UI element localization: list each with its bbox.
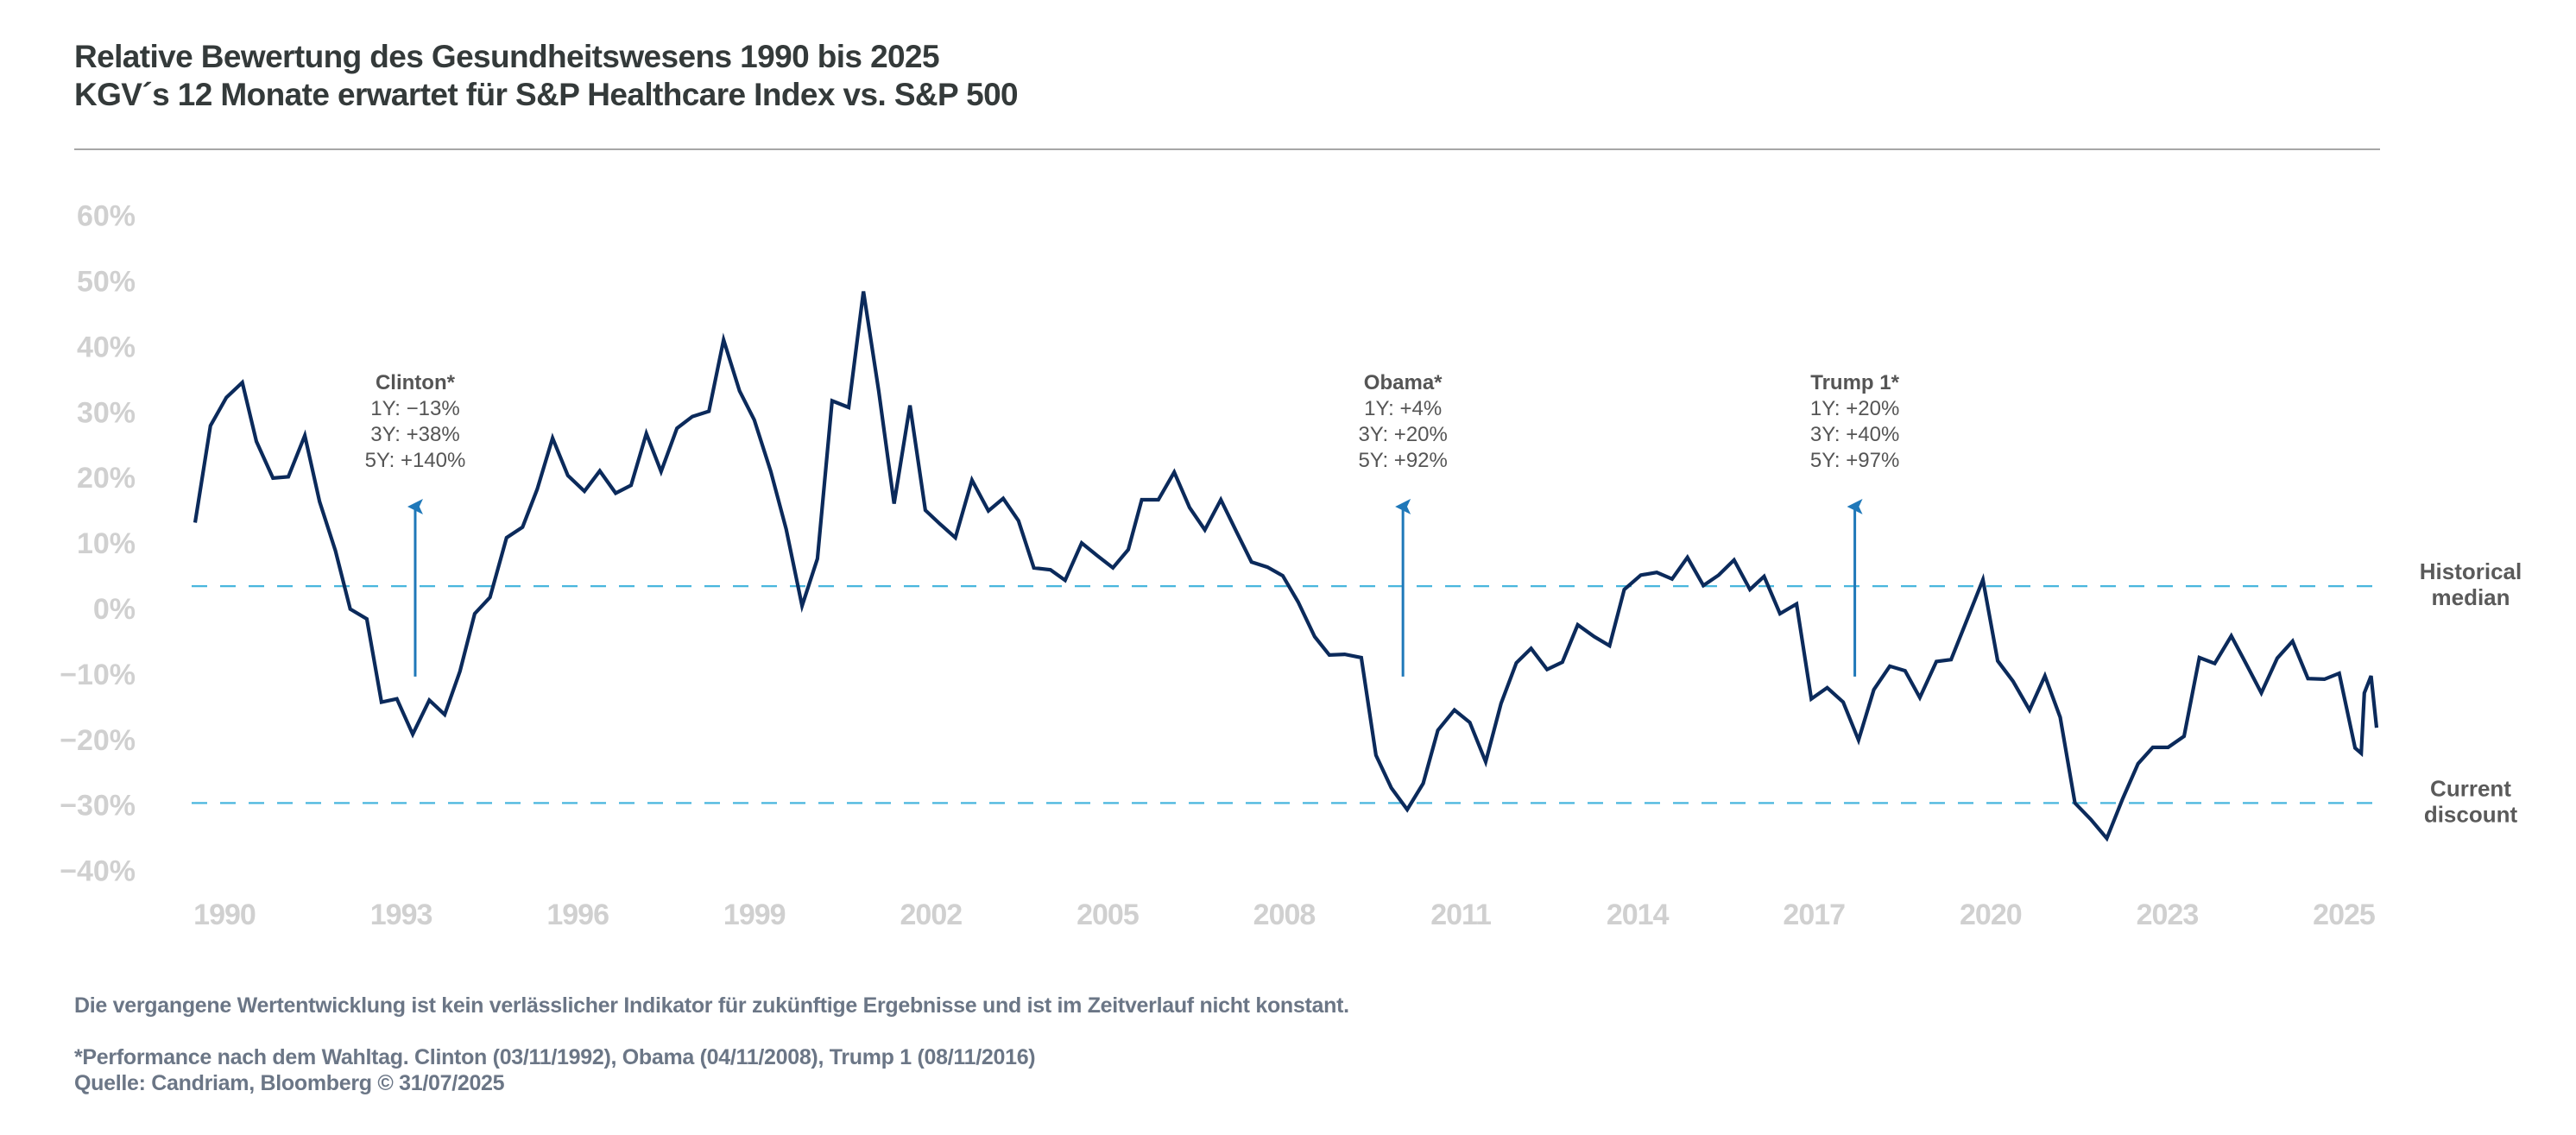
x-tick-label: 2011 — [1430, 899, 1491, 931]
x-tick-label: 2002 — [900, 899, 963, 931]
x-tick-label: 1990 — [193, 899, 256, 931]
annotation-title: Clinton* — [376, 371, 456, 394]
reference-lines — [192, 585, 2378, 804]
series-layer — [193, 291, 2379, 842]
x-tick-label: 2017 — [1783, 899, 1845, 931]
x-tick-label: 2025 — [2313, 899, 2375, 931]
annotation-value: 5Y: +97% — [1810, 449, 1899, 472]
y-tick-label: −30% — [60, 790, 136, 823]
y-tick-label: 10% — [77, 527, 136, 560]
y-axis: 60% 50% 40% 30% 20% 10% 0% −10% −20% −30% −40% — [60, 200, 136, 888]
y-tick-label: 60% — [77, 200, 136, 233]
y-tick-label: 50% — [77, 265, 136, 298]
annotation-value: 5Y: +92% — [1358, 449, 1447, 472]
y-tick-label: −20% — [60, 724, 136, 757]
performance-disclaimer: Die vergangene Wertentwicklung ist kein … — [74, 993, 1349, 1018]
series-line — [193, 291, 2379, 842]
election-annotations: Clinton* 1Y: −13% 3Y: +38% 5Y: +140% Obama* 1… — [365, 371, 1900, 677]
annotation-value: 3Y: +20% — [1358, 423, 1447, 446]
x-tick-label: 2014 — [1607, 899, 1670, 931]
x-tick-label: 2005 — [1076, 899, 1139, 931]
annotation-trump-1: Trump 1* 1Y: +20% 3Y: +40% 5Y: +97% — [1810, 371, 1900, 677]
annotation-clinton: Clinton* 1Y: −13% 3Y: +38% 5Y: +140% — [365, 371, 466, 677]
x-tick-label: 1996 — [546, 899, 609, 931]
x-tick-label: 1999 — [723, 899, 786, 931]
chart-title: Relative Bewertung des Gesundheitswesens… — [74, 38, 1019, 114]
y-tick-label: 40% — [77, 331, 136, 363]
annotation-title: Obama* — [1364, 371, 1443, 394]
title-divider — [74, 148, 2380, 150]
title-line-1: Relative Bewertung des Gesundheitswesens… — [74, 39, 940, 74]
annotation-value: 1Y: +4% — [1364, 397, 1442, 420]
y-tick-label: −10% — [60, 659, 136, 691]
annotation-title: Trump 1* — [1810, 371, 1899, 394]
reference-label: discount — [2424, 801, 2518, 827]
x-tick-label: 2023 — [2137, 899, 2199, 931]
reference-label: median — [2431, 584, 2510, 610]
x-axis: 1990 1993 1996 1999 2002 2005 2008 2011 2014 2017… — [193, 899, 2376, 931]
title-line-2: KGV´s 12 Monate erwartet für S&P Healthc… — [74, 77, 1019, 112]
y-tick-label: 20% — [77, 462, 136, 495]
y-tick-label: 30% — [77, 396, 136, 429]
annotation-value: 3Y: +40% — [1810, 423, 1899, 446]
x-tick-label: 2008 — [1253, 899, 1316, 931]
x-tick-label: 2020 — [1960, 899, 2022, 931]
annotation-obama: Obama* 1Y: +4% 3Y: +20% 5Y: +92% — [1358, 371, 1448, 677]
annotation-value: 1Y: −13% — [370, 397, 459, 420]
x-tick-label: 1993 — [370, 899, 432, 931]
reference-label: Current — [2430, 775, 2511, 801]
y-tick-label: −40% — [60, 855, 136, 888]
y-tick-label: 0% — [93, 593, 136, 626]
election-footnote: *Performance nach dem Wahltag. Clinton (… — [74, 1045, 1036, 1069]
annotation-value: 3Y: +38% — [370, 423, 459, 446]
annotation-value: 5Y: +140% — [365, 449, 466, 472]
annotation-value: 1Y: +20% — [1810, 397, 1899, 420]
reference-label: Historical — [2420, 558, 2522, 584]
source-note: Quelle: Candriam, Bloomberg © 31/07/2025 — [74, 1071, 505, 1095]
